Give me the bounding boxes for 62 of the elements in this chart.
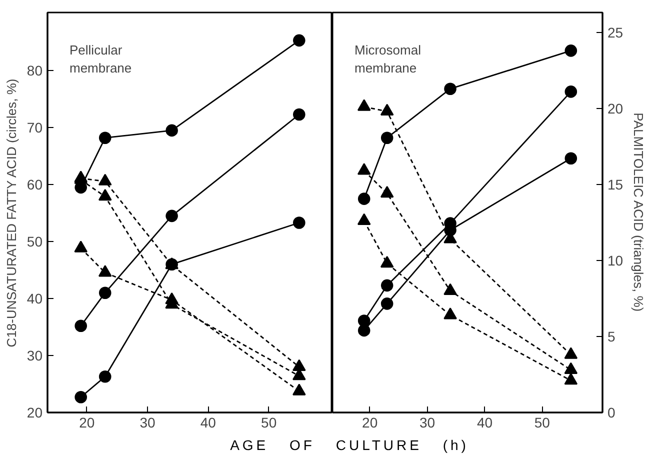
point [74,320,87,332]
point [293,216,306,229]
x-tick-label: 20 [362,414,378,430]
point [358,192,370,205]
y2-tick-label: 5 [608,328,616,344]
point [357,163,371,175]
point [98,188,112,201]
point [444,82,456,95]
point [293,34,306,47]
point [564,362,578,374]
x-tick-label: 20 [79,414,95,430]
y2-axis-title: PALMITOLEIC ACID (triangles, %) [631,112,646,312]
point [380,186,394,198]
x-axis-title: AGE OF CULTURE (h) [230,436,469,455]
point [380,132,394,144]
x-tick-label: 50 [534,414,550,430]
point [380,298,394,310]
point [166,210,178,222]
point [357,99,371,111]
point [98,286,112,299]
point [292,359,306,371]
x-tick-label: 50 [261,414,277,430]
point [292,384,306,396]
y-tick-label: 40 [26,290,43,307]
y2-tick-label: 20 [608,100,624,116]
point [358,324,370,337]
x-tick-label: 40 [476,414,493,430]
point [564,372,578,385]
text: Pellicular membrane [70,42,132,76]
text: Microsomal membrane [354,42,422,76]
y-tick-label: 70 [26,120,43,136]
y-tick-label: 80 [26,62,43,79]
y-tick-label: 60 [26,176,43,193]
point [98,370,112,383]
point [444,308,457,320]
point [98,132,112,144]
point [166,124,178,137]
y-tick-label: 20 [26,404,43,420]
point [357,213,371,225]
point [564,86,578,98]
x-tick-label: 30 [140,414,156,430]
point [293,108,306,121]
point [98,174,112,186]
y-axis-title: C18-UNSATURATED FATTY ACID (circles, %) [4,78,19,348]
point [444,283,457,295]
point [564,44,578,57]
point [98,265,112,277]
y2-tick-label: 15 [608,176,624,192]
point [74,390,87,404]
point [380,256,394,268]
point [564,152,578,165]
y-tick-label: 50 [26,234,43,250]
y-tick-label: 30 [26,348,43,364]
x-tick-label: 40 [200,414,216,430]
y2-tick-label: 10 [608,252,624,268]
x-tick-label: 30 [420,414,436,430]
point [564,347,578,359]
point [380,104,394,116]
point [74,240,88,252]
point [380,279,394,292]
y2-tick-label: 25 [608,24,624,40]
y2-tick-label: 0 [608,404,616,420]
